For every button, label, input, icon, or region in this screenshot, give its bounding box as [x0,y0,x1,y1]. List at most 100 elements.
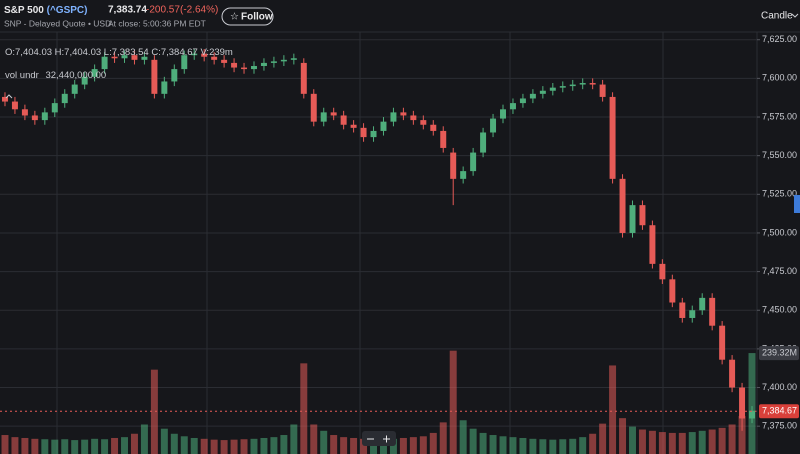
candle-body [380,121,387,131]
candle-body [1,96,8,102]
volume-bar [360,438,368,454]
volume-bar [300,363,308,454]
volume-bar [619,418,627,454]
volume-bar [61,439,69,454]
y-tick-label: 7,375.00 [762,421,797,431]
volume-bar [330,435,338,454]
volume-bar [31,438,39,454]
volume-bar [11,437,19,454]
y-tick-label: 7,575.00 [762,111,797,121]
chart-style-menu[interactable]: Candle [761,11,799,22]
candle-body [360,127,367,138]
follow-button-outline[interactable] [221,7,274,26]
candle-body [400,112,407,116]
candle-body [480,132,487,153]
candle-body [31,115,38,121]
volume-bar [529,438,537,454]
volume-bar [449,350,457,454]
volume-bar [51,439,59,454]
volume-bar [170,433,178,454]
volume-bar [439,422,447,454]
chart-style[interactable]: Candle [761,11,793,22]
volume-bar [210,439,218,454]
candle-body [350,124,357,128]
candle-body [739,387,746,419]
close-time: At close: 5:00:36 PM EDT [108,18,206,28]
study-value: 32,440,000.00 [45,70,106,81]
volume-bar [111,437,119,454]
candle-body [559,86,566,88]
candle-body [91,69,98,77]
candle-body [370,130,377,138]
volume-bar [101,439,109,454]
candle-body [519,98,526,104]
follow-button[interactable]: ☆ Follow [221,7,274,26]
follow-label[interactable]: Follow [241,12,273,23]
volume-bar [539,439,547,454]
volume-bar [250,438,258,454]
candle-body [470,152,477,172]
volume-bar [549,439,557,454]
last-price-box [759,404,799,419]
y-axis: 7,375.007,400.007,425.007,450.007,475.00… [756,32,800,454]
volume-bar [220,440,228,454]
volume-bar [469,428,477,454]
candle-body [231,62,238,68]
candle-body [679,302,686,318]
candle-body [270,61,277,63]
last-price-label: 7,384.67 [762,406,797,416]
candle-body [101,56,108,70]
volume-bar [310,424,318,454]
candle-body [549,87,556,91]
candle-body [41,112,48,121]
scroll-marker[interactable] [794,195,800,213]
volume-bar [91,438,99,454]
zoom-controls [362,431,396,446]
last-volume-box [759,346,799,361]
candle-body [599,84,606,97]
volume-bar [350,437,358,454]
volume-bar [559,439,567,454]
candle-body [669,279,676,303]
candle-body [71,84,78,94]
volume-bar [21,437,29,454]
candle-body [420,120,427,125]
candle-body [579,83,586,85]
price: 7,383.74 [108,5,147,16]
volume-bar [728,424,736,454]
candle-body [460,171,467,179]
volume-bar [240,439,248,454]
volume-bar [160,428,168,454]
volume-bar [260,437,268,454]
volume-bar [499,436,507,454]
legend-high: H:7,404.03 [55,47,101,58]
y-tick-label: 7,450.00 [762,305,797,315]
candle-body [619,178,626,233]
volume-bar [648,430,656,454]
dropdown-caret[interactable] [791,13,799,18]
volume-bar [718,427,726,454]
volume-bar [748,353,756,454]
volume-bar [668,432,676,454]
candle-body [709,297,716,326]
volume-bar [409,437,417,454]
candle-body [699,297,706,311]
candle-body [500,109,506,119]
volume-bar [370,439,378,454]
collapse-toggle[interactable] [5,94,13,99]
candle-body [430,124,437,131]
candle-body [51,103,58,113]
candle-body [719,325,726,360]
volume-bar [280,435,288,454]
candles [0,49,757,431]
volume-bar [579,437,587,454]
follow-star[interactable]: ☆ [230,12,239,23]
candle-body [539,90,546,94]
candle-body [111,56,118,59]
volume-bar [81,439,89,454]
y-tick-label: 7,475.00 [762,266,797,276]
volume-bar [489,435,497,454]
candle-body [340,115,347,125]
